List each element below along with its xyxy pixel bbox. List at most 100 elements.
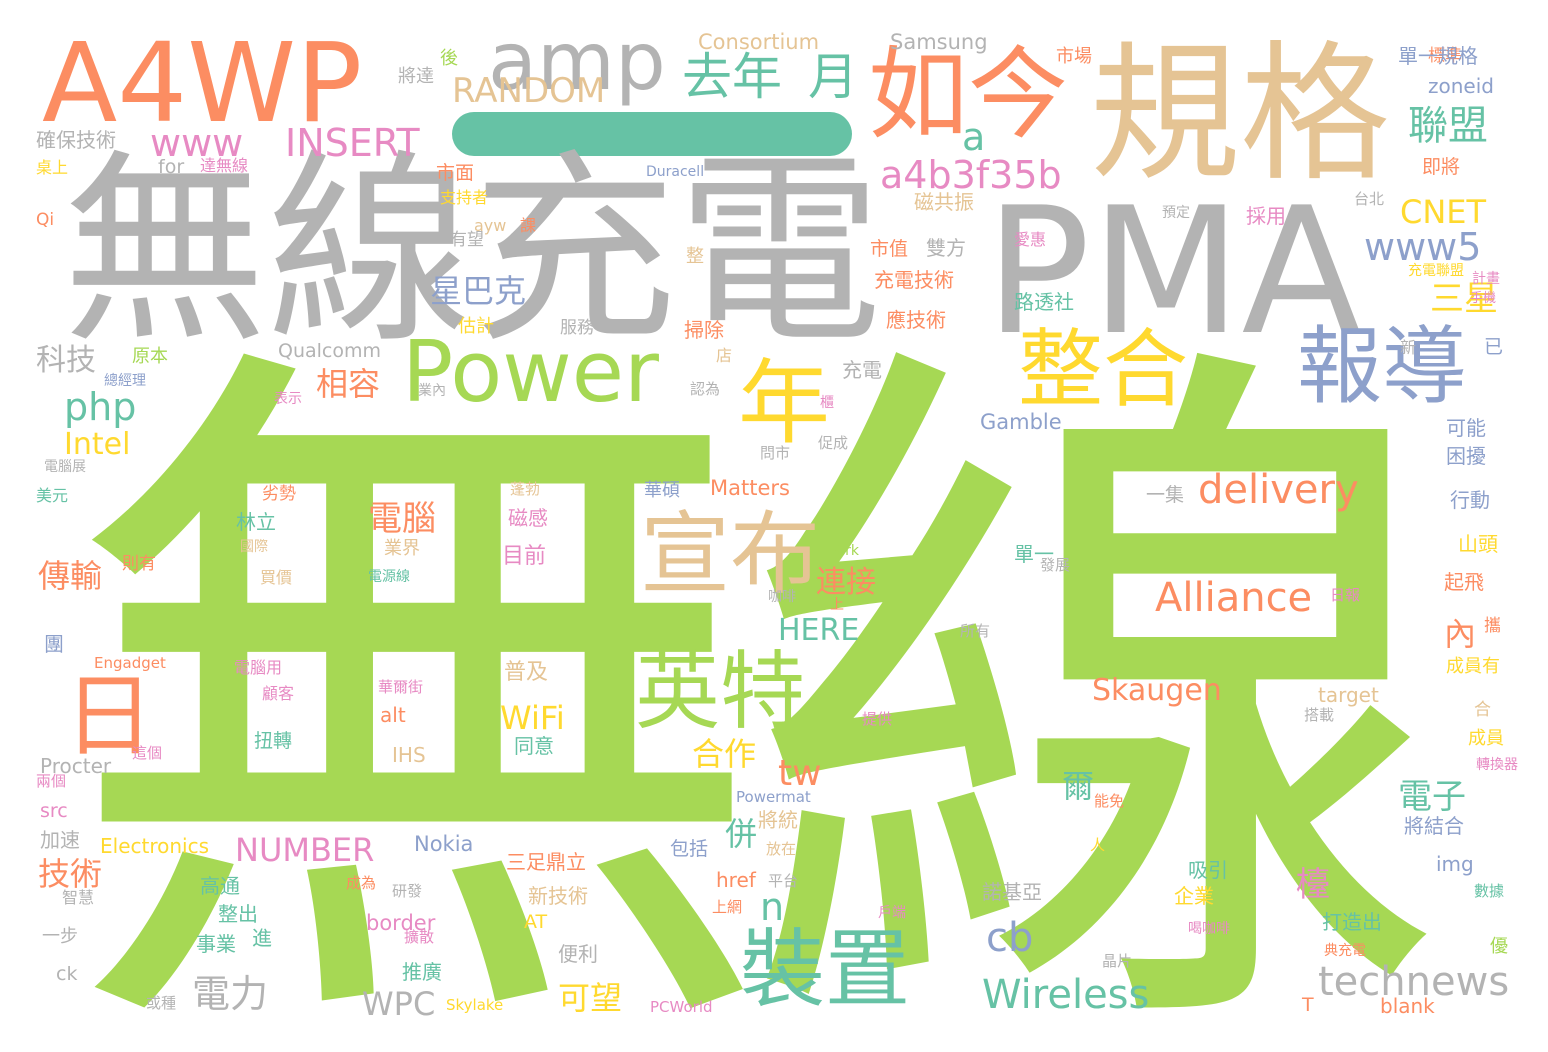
word-kafei: 咖啡 [768, 589, 796, 605]
word-he: 合 [1474, 700, 1491, 720]
word-gui: 櫃 [820, 395, 834, 411]
word-tongyi: 同意 [514, 734, 554, 758]
word-huozhong: 或種 [146, 994, 177, 1012]
word-shang: 上 [830, 597, 844, 613]
word-diannaoyong: 電腦用 [234, 658, 283, 677]
word-huduan: 戶端 [878, 905, 906, 921]
word-shimian: 市面 [436, 162, 475, 184]
word-jiangtong: 將統 [758, 808, 798, 832]
word-nokia: Nokia [414, 832, 474, 856]
word-a: a [962, 115, 986, 159]
word-yuanben: 原本 [132, 346, 168, 367]
word-jiangjiehe: 將結合 [1404, 814, 1464, 838]
word-ayw: ayw [474, 216, 507, 235]
word-guoji: 國際 [240, 539, 268, 555]
word-yiji: 一集 [1146, 484, 1185, 506]
word-xin: 新 [1400, 338, 1417, 357]
word-lutoushe: 路透社 [1014, 290, 1074, 314]
word-shouji: 手機 [1470, 291, 1497, 306]
word-zhege: 這個 [132, 744, 163, 762]
word-wuxian: 無線 [62, 292, 1452, 1052]
word-nengmian: 能免 [1094, 792, 1125, 810]
word-youwang: 有望 [450, 230, 484, 250]
word-jingpian: 晶片 [1102, 952, 1133, 970]
word-php: php [64, 385, 137, 429]
word-sanxing: 三星 [1430, 279, 1498, 319]
word-zheng: 整 [686, 246, 704, 267]
word-pcworld: PCWorld [650, 998, 713, 1016]
word-matters: Matters [710, 476, 790, 500]
word-electronics: Electronics [100, 834, 210, 858]
word-huaerjie: 華爾街 [378, 678, 424, 696]
word-cigan: 磁感 [508, 506, 548, 530]
word-qunian: 去年 [682, 48, 782, 106]
word-shiye: 事業 [196, 932, 236, 956]
word-cb: cb [986, 915, 1034, 961]
word-jiangda: 將達 [398, 66, 434, 87]
word-alliance: Alliance [1155, 575, 1313, 621]
word-shuangfang: 雙方 [926, 236, 966, 260]
word-cucheng: 促成 [818, 434, 849, 452]
word-maijia: 買價 [260, 568, 293, 587]
word-danyi-guige: 單一規格 [1398, 44, 1478, 68]
word-zhihui: 智慧 [62, 888, 95, 907]
word-target: target [1318, 683, 1379, 707]
word-procter: Procter [40, 754, 112, 778]
word-diannaozhan: 電腦展 [44, 459, 86, 475]
word-fazhan: 發展 [1040, 556, 1071, 574]
word-ribao: 日報 [1330, 586, 1361, 604]
word-skylake: Skylake [446, 996, 504, 1014]
word-pma: PMA [985, 171, 1362, 374]
word-border: border [366, 911, 436, 935]
word-technews: technews [1318, 959, 1510, 1005]
word-chengyuanyou: 成員有 [1446, 656, 1500, 677]
word-hou: 後 [440, 48, 458, 69]
word-kuosan: 擴散 [404, 928, 435, 946]
word-at: AT [524, 911, 548, 933]
word-zhengchu: 整出 [218, 902, 258, 926]
word-keji: 科技 [36, 343, 96, 378]
word-caiyong: 採用 [1246, 204, 1286, 228]
word-intel: Intel [64, 427, 131, 462]
word-liangge: 兩個 [36, 772, 67, 790]
word-nei: 內 [1444, 615, 1477, 653]
word-xiyin: 吸引 [1188, 858, 1228, 882]
word-a4wp: A4WP [42, 19, 363, 147]
word-tigong: 提供 [862, 710, 893, 728]
word-zeyou: 則有 [122, 554, 156, 574]
word-yingte: 英特 [635, 643, 806, 742]
word-er: 爾 [1062, 767, 1095, 805]
word-t: T [1302, 994, 1314, 1016]
word-guji: 估計 [458, 316, 494, 337]
word-yingjishu: 應技術 [886, 308, 946, 332]
word-xiangrong: 相容 [316, 365, 381, 403]
word-zhuanhuanqi: 轉換器 [1476, 757, 1518, 773]
word-tai: 檯 [1296, 865, 1330, 905]
word-xingbake: 星巴克 [430, 272, 527, 310]
word-href: href [716, 868, 756, 892]
word-yanfa: 研發 [392, 882, 423, 900]
word-here: HERE [778, 613, 860, 648]
word-chongdian-jishu: 充電技術 [874, 268, 954, 292]
word-duracell: Duracell [646, 164, 705, 180]
word-img: img [1436, 852, 1474, 876]
word-tuan: 團 [44, 632, 64, 656]
word-baodao: 報導 [1297, 318, 1468, 417]
word-zhichizhe: 支持者 [440, 188, 489, 207]
word-dianli: 電力 [192, 972, 269, 1016]
word-renwei: 認為 [690, 380, 721, 398]
word-for: for [158, 156, 185, 178]
word-wireless: Wireless [982, 972, 1150, 1018]
word-wenshi: 問市 [760, 444, 791, 462]
word-qifei: 起飛 [1444, 570, 1484, 594]
word-muqian: 目前 [502, 544, 547, 569]
word-chuanshu: 傳輸 [38, 557, 103, 595]
word-amp: amp [488, 15, 666, 108]
word-jin: 進 [252, 926, 272, 950]
word-gamble: Gamble [980, 410, 1062, 434]
word-danyi: 單一 [1014, 542, 1054, 566]
word-www5: www5 [1364, 225, 1482, 269]
word-linli: 林立 [236, 510, 276, 534]
word-dianyuanxian: 電源線 [368, 569, 410, 585]
